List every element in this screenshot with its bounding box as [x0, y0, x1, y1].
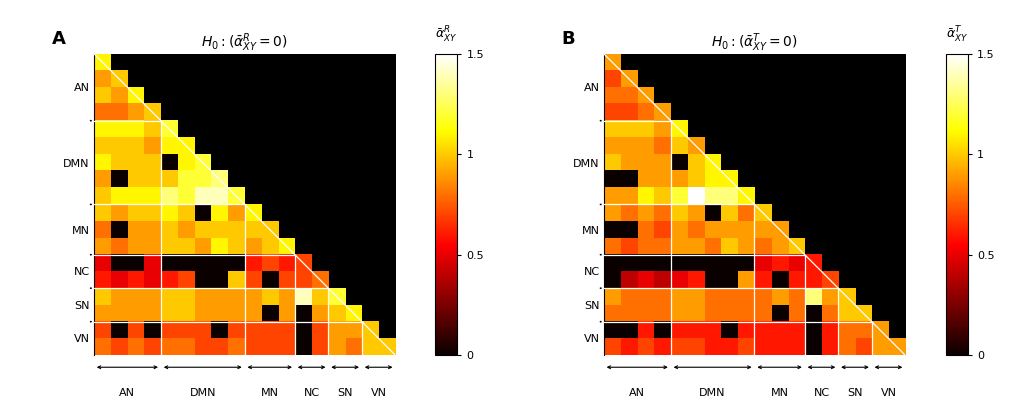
Text: $\bar{\alpha}^R_{XY}$: $\bar{\alpha}^R_{XY}$ [435, 24, 457, 45]
Text: NC: NC [814, 388, 829, 399]
Text: SN: SN [338, 388, 353, 399]
Text: AN: AN [119, 388, 135, 399]
Text: AN: AN [629, 388, 645, 399]
Text: DMN: DMN [699, 388, 726, 399]
Text: SN: SN [848, 388, 863, 399]
Title: $H_0:(\bar{\alpha}^T_{XY}=0)$: $H_0:(\bar{\alpha}^T_{XY}=0)$ [711, 31, 798, 54]
Text: MN: MN [770, 388, 789, 399]
Text: VN: VN [371, 388, 386, 399]
Text: $\bar{\alpha}^T_{XY}$: $\bar{\alpha}^T_{XY}$ [946, 24, 968, 45]
Text: VN: VN [881, 388, 896, 399]
Text: NC: NC [304, 388, 319, 399]
Text: B: B [561, 30, 575, 47]
Text: DMN: DMN [190, 388, 216, 399]
Text: A: A [52, 30, 66, 47]
Title: $H_0:(\bar{\alpha}^R_{XY}=0)$: $H_0:(\bar{\alpha}^R_{XY}=0)$ [201, 31, 288, 54]
Text: MN: MN [261, 388, 279, 399]
